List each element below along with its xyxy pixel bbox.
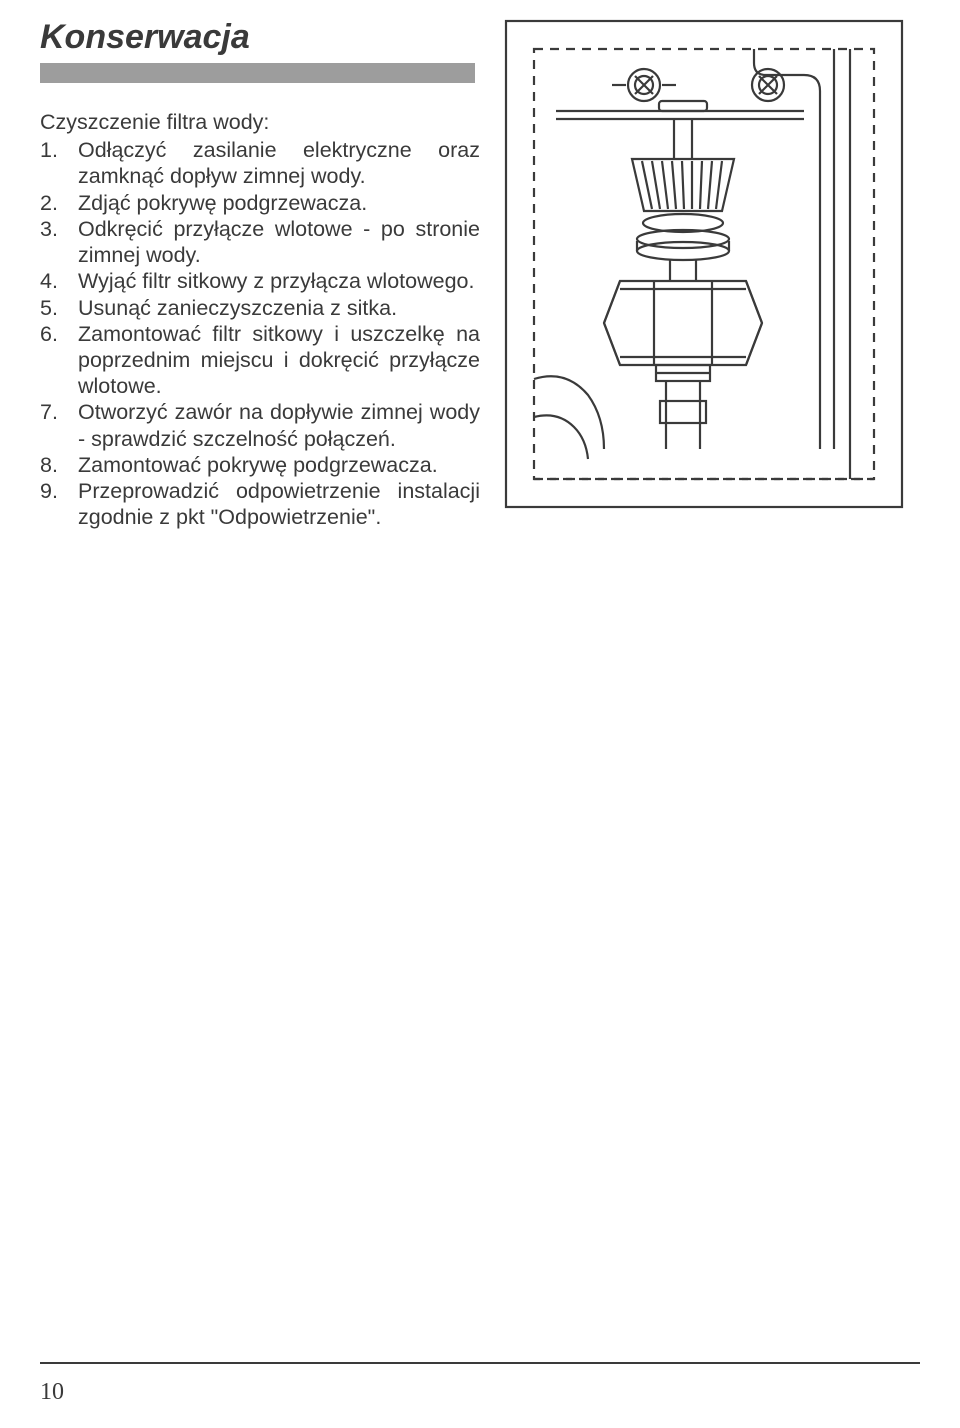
step-item: 4.Wyjąć filtr sitkowy z przyłącza wlotow… bbox=[40, 268, 480, 294]
step-number: 5. bbox=[40, 295, 78, 321]
step-number: 6. bbox=[40, 321, 78, 347]
step-item: 7.Otworzyć zawór na dopływie zimnej wody… bbox=[40, 399, 480, 451]
step-number: 4. bbox=[40, 268, 78, 294]
step-item: 2.Zdjąć pokrywę podgrzewacza. bbox=[40, 190, 480, 216]
step-text: Otworzyć zawór na dopływie zimnej wody -… bbox=[78, 399, 480, 451]
heading-rule bbox=[40, 63, 475, 83]
step-text: Odłączyć zasilanie elektryczne oraz zamk… bbox=[78, 137, 480, 189]
footer-rule bbox=[40, 1362, 920, 1364]
step-text: Zamontować filtr sitkowy i uszczelkę na … bbox=[78, 321, 480, 400]
step-number: 8. bbox=[40, 452, 78, 478]
step-text: Przeprowadzić odpowietrzenie instalacji … bbox=[78, 478, 480, 530]
steps-list: 1.Odłączyć zasilanie elektryczne oraz za… bbox=[40, 137, 480, 530]
step-number: 1. bbox=[40, 137, 78, 163]
step-item: 6.Zamontować filtr sitkowy i uszczelkę n… bbox=[40, 321, 480, 400]
step-text: Usunąć zanieczyszczenia z sitka. bbox=[78, 295, 480, 321]
step-item: 8.Zamontować pokrywę podgrzewacza. bbox=[40, 452, 480, 478]
step-number: 9. bbox=[40, 478, 78, 504]
step-item: 3.Odkręcić przyłącze wlotowe - po stroni… bbox=[40, 216, 480, 268]
step-number: 3. bbox=[40, 216, 78, 242]
filter-diagram bbox=[504, 19, 904, 509]
step-text: Zamontować pokrywę podgrzewacza. bbox=[78, 452, 480, 478]
step-text: Wyjąć filtr sitkowy z przyłącza wlotoweg… bbox=[78, 268, 480, 294]
content-row: Czyszczenie filtra wody: 1.Odłączyć zasi… bbox=[40, 109, 920, 531]
step-text: Odkręcić przyłącze wlotowe - po stronie … bbox=[78, 216, 480, 268]
step-number: 7. bbox=[40, 399, 78, 425]
step-item: 1.Odłączyć zasilanie elektryczne oraz za… bbox=[40, 137, 480, 189]
subheading: Czyszczenie filtra wody: bbox=[40, 109, 480, 135]
step-number: 2. bbox=[40, 190, 78, 216]
step-item: 9.Przeprowadzić odpowietrzenie instalacj… bbox=[40, 478, 480, 530]
step-item: 5.Usunąć zanieczyszczenia z sitka. bbox=[40, 295, 480, 321]
step-text: Zdjąć pokrywę podgrzewacza. bbox=[78, 190, 480, 216]
page-number: 10 bbox=[40, 1379, 64, 1406]
text-column: Czyszczenie filtra wody: 1.Odłączyć zasi… bbox=[40, 109, 480, 531]
